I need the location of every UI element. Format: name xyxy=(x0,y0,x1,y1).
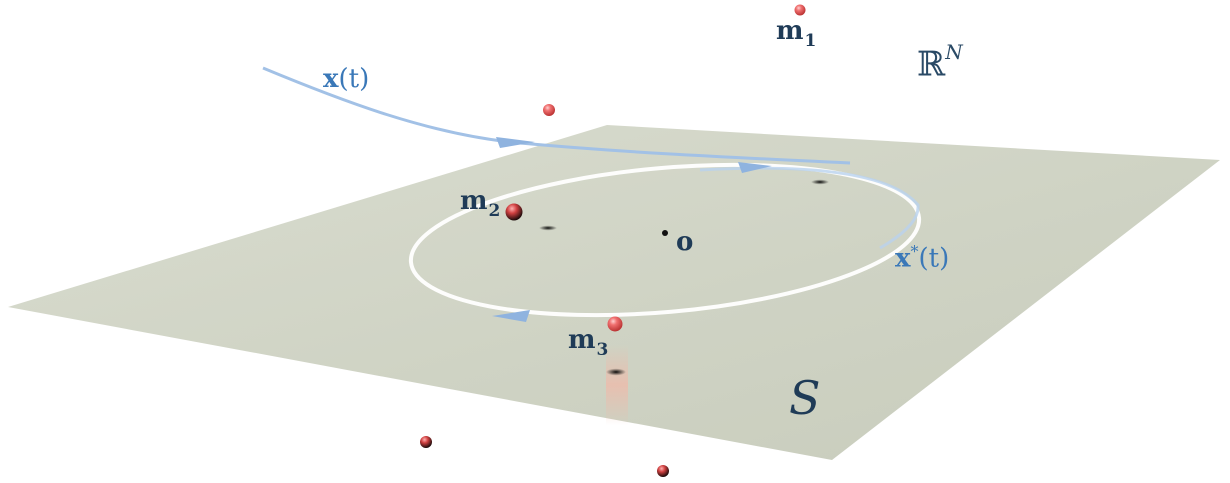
orbit-arrow-top xyxy=(738,162,772,173)
label-trajectory: x(t) xyxy=(323,64,370,94)
point-lower-right xyxy=(657,465,669,477)
label-origin: o xyxy=(676,227,694,257)
point-m1 xyxy=(794,4,806,16)
label-m3: m3 xyxy=(568,325,609,360)
point-m2 xyxy=(505,203,523,221)
shadow-m3 xyxy=(606,368,626,376)
point-m3 xyxy=(607,316,623,332)
label-m2: m2 xyxy=(460,186,501,221)
point-lower-left xyxy=(420,436,432,448)
trajectory-arrow xyxy=(496,137,535,148)
point-floating xyxy=(543,104,555,116)
orbit-arrow-bottom xyxy=(492,310,530,322)
origin-dot xyxy=(662,230,668,236)
reflection-glow xyxy=(606,345,628,425)
label-closed-orbit: x*(t) xyxy=(895,242,950,274)
label-m1: m1 xyxy=(776,16,817,51)
shadow-m1 xyxy=(811,179,829,185)
closed-orbit-tint xyxy=(699,166,920,250)
closed-orbit xyxy=(408,162,922,318)
label-space: ℝN xyxy=(917,40,963,85)
shadow-m2 xyxy=(539,225,557,231)
label-surface: S xyxy=(789,371,821,425)
